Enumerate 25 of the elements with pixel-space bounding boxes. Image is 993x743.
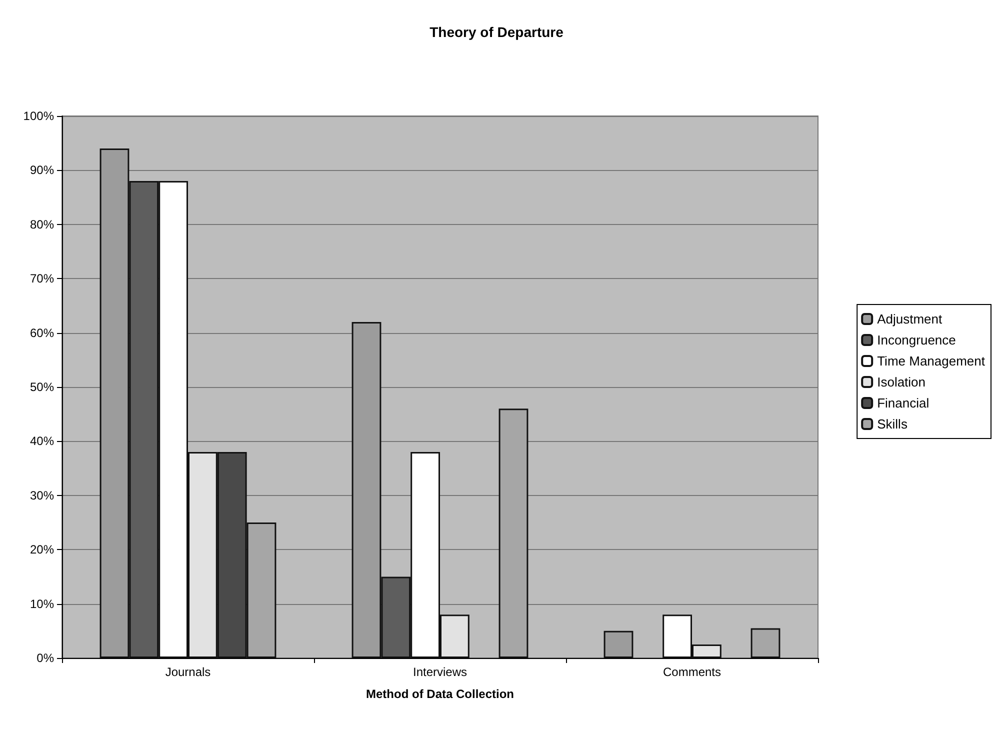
legend-label: Incongruence <box>877 332 956 348</box>
y-tick-label: 40% <box>30 434 54 448</box>
x-tick-label: Comments <box>662 665 722 679</box>
bar <box>750 628 780 658</box>
y-tick-label: 60% <box>30 326 54 340</box>
bar <box>604 630 634 658</box>
legend-label: Skills <box>877 416 908 432</box>
bar <box>498 408 528 658</box>
y-tick-label: 10% <box>30 596 54 611</box>
x-tick-label: Journals <box>165 665 211 679</box>
y-tick-label: 70% <box>30 272 54 286</box>
legend-label: Time Management <box>877 354 986 368</box>
legend-label: Isolation <box>877 374 926 390</box>
legend-label: Adjustment <box>877 312 943 326</box>
legend-label: Financial <box>877 396 930 410</box>
x-tick-label: Interviews <box>412 665 468 679</box>
y-tick-label: 90% <box>30 163 54 178</box>
y-tick-label: 100% <box>23 109 54 123</box>
y-tick-label: 20% <box>30 542 54 557</box>
y-tick-label: 30% <box>30 488 54 502</box>
y-tick-label: 80% <box>30 217 54 232</box>
y-tick-label: 0% <box>36 651 54 665</box>
y-tick-label: 50% <box>30 380 54 394</box>
x-axis-title: Method of Data Collection <box>366 687 514 701</box>
chart-title: Theory of Departure <box>430 24 564 40</box>
